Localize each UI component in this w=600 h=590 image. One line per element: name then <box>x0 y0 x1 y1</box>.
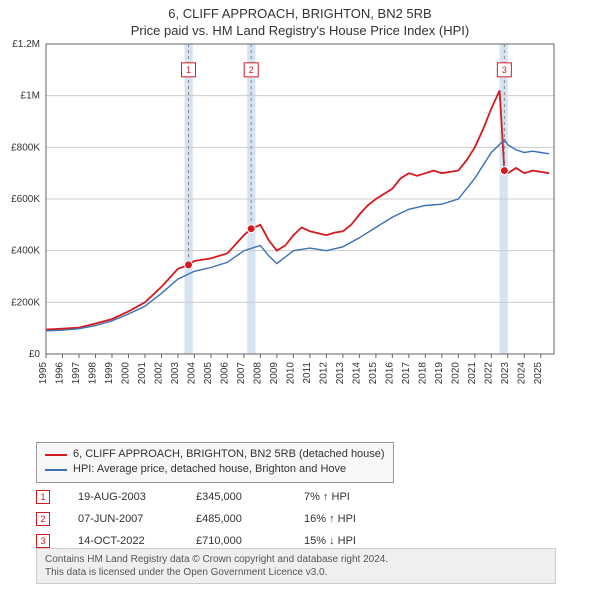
event-marker-icon: 1 <box>36 490 50 504</box>
svg-text:£400K: £400K <box>11 246 40 257</box>
svg-text:2022: 2022 <box>483 362 494 385</box>
svg-text:2: 2 <box>249 65 254 75</box>
svg-text:2010: 2010 <box>285 362 296 385</box>
svg-text:2012: 2012 <box>318 362 329 385</box>
svg-text:2018: 2018 <box>417 362 428 385</box>
license-notice: Contains HM Land Registry data © Crown c… <box>36 548 556 584</box>
svg-text:2003: 2003 <box>170 362 181 385</box>
svg-text:2014: 2014 <box>351 362 362 385</box>
svg-text:£0: £0 <box>29 349 41 360</box>
svg-text:1999: 1999 <box>104 362 115 385</box>
legend: 6, CLIFF APPROACH, BRIGHTON, BN2 5RB (de… <box>36 442 394 483</box>
event-date: 19-AUG-2003 <box>78 491 168 503</box>
svg-text:2021: 2021 <box>467 362 478 385</box>
svg-text:2017: 2017 <box>401 362 412 385</box>
svg-text:1: 1 <box>186 65 191 75</box>
line-chart: £0 £200K £400K £600K £800K £1M £1.2M 1995 1996 19… <box>0 38 600 438</box>
event-delta: 7% ↑ HPI <box>304 491 394 503</box>
svg-text:2008: 2008 <box>252 362 263 385</box>
event-row: 2 07-JUN-2007 £485,000 16% ↑ HPI <box>36 510 394 528</box>
svg-text:2025: 2025 <box>533 362 544 385</box>
svg-text:2000: 2000 <box>120 362 131 385</box>
event-marker-icon: 3 <box>36 534 50 548</box>
legend-row: HPI: Average price, detached house, Brig… <box>45 462 385 477</box>
svg-text:2011: 2011 <box>302 362 313 384</box>
chart-subtitle: Price paid vs. HM Land Registry's House … <box>0 23 600 38</box>
legend-row: 6, CLIFF APPROACH, BRIGHTON, BN2 5RB (de… <box>45 447 385 462</box>
events-table: 1 19-AUG-2003 £345,000 7% ↑ HPI 2 07-JUN… <box>36 488 394 554</box>
svg-text:1998: 1998 <box>87 362 98 385</box>
svg-text:£600K: £600K <box>11 194 40 205</box>
svg-text:£1.2M: £1.2M <box>12 39 40 50</box>
svg-text:2024: 2024 <box>516 362 527 385</box>
svg-text:2020: 2020 <box>450 362 461 385</box>
legend-label: 6, CLIFF APPROACH, BRIGHTON, BN2 5RB (de… <box>73 447 385 462</box>
event-row: 1 19-AUG-2003 £345,000 7% ↑ HPI <box>36 488 394 506</box>
event-delta: 15% ↓ HPI <box>304 535 394 547</box>
svg-text:2009: 2009 <box>269 362 280 385</box>
legend-swatch <box>45 454 67 456</box>
event-date: 14-OCT-2022 <box>78 535 168 547</box>
svg-text:2013: 2013 <box>335 362 346 385</box>
svg-text:3: 3 <box>502 65 507 75</box>
svg-text:2016: 2016 <box>384 362 395 385</box>
chart-container: 6, CLIFF APPROACH, BRIGHTON, BN2 5RB Pri… <box>0 0 600 590</box>
title-block: 6, CLIFF APPROACH, BRIGHTON, BN2 5RB Pri… <box>0 0 600 38</box>
event-price: £710,000 <box>196 535 276 547</box>
svg-text:2023: 2023 <box>500 362 511 385</box>
svg-text:2007: 2007 <box>236 362 247 385</box>
svg-text:2006: 2006 <box>219 362 230 385</box>
license-line: Contains HM Land Registry data © Crown c… <box>45 553 547 566</box>
svg-text:2015: 2015 <box>368 362 379 385</box>
event-date: 07-JUN-2007 <box>78 513 168 525</box>
event-delta: 16% ↑ HPI <box>304 513 394 525</box>
svg-text:2019: 2019 <box>434 362 445 385</box>
svg-text:1996: 1996 <box>54 362 65 385</box>
svg-text:£800K: £800K <box>11 142 40 153</box>
svg-text:£1M: £1M <box>21 91 40 102</box>
svg-text:2005: 2005 <box>203 362 214 385</box>
svg-text:2004: 2004 <box>186 362 197 385</box>
event-price: £485,000 <box>196 513 276 525</box>
license-line: This data is licensed under the Open Gov… <box>45 566 547 579</box>
event-marker-icon: 2 <box>36 512 50 526</box>
svg-text:1995: 1995 <box>38 362 49 385</box>
event-price: £345,000 <box>196 491 276 503</box>
chart-title: 6, CLIFF APPROACH, BRIGHTON, BN2 5RB <box>0 6 600 21</box>
legend-swatch <box>45 469 67 471</box>
svg-text:£200K: £200K <box>11 297 40 308</box>
svg-text:2002: 2002 <box>153 362 164 385</box>
svg-text:1997: 1997 <box>71 362 82 385</box>
svg-text:2001: 2001 <box>137 362 148 385</box>
legend-label: HPI: Average price, detached house, Brig… <box>73 462 346 477</box>
